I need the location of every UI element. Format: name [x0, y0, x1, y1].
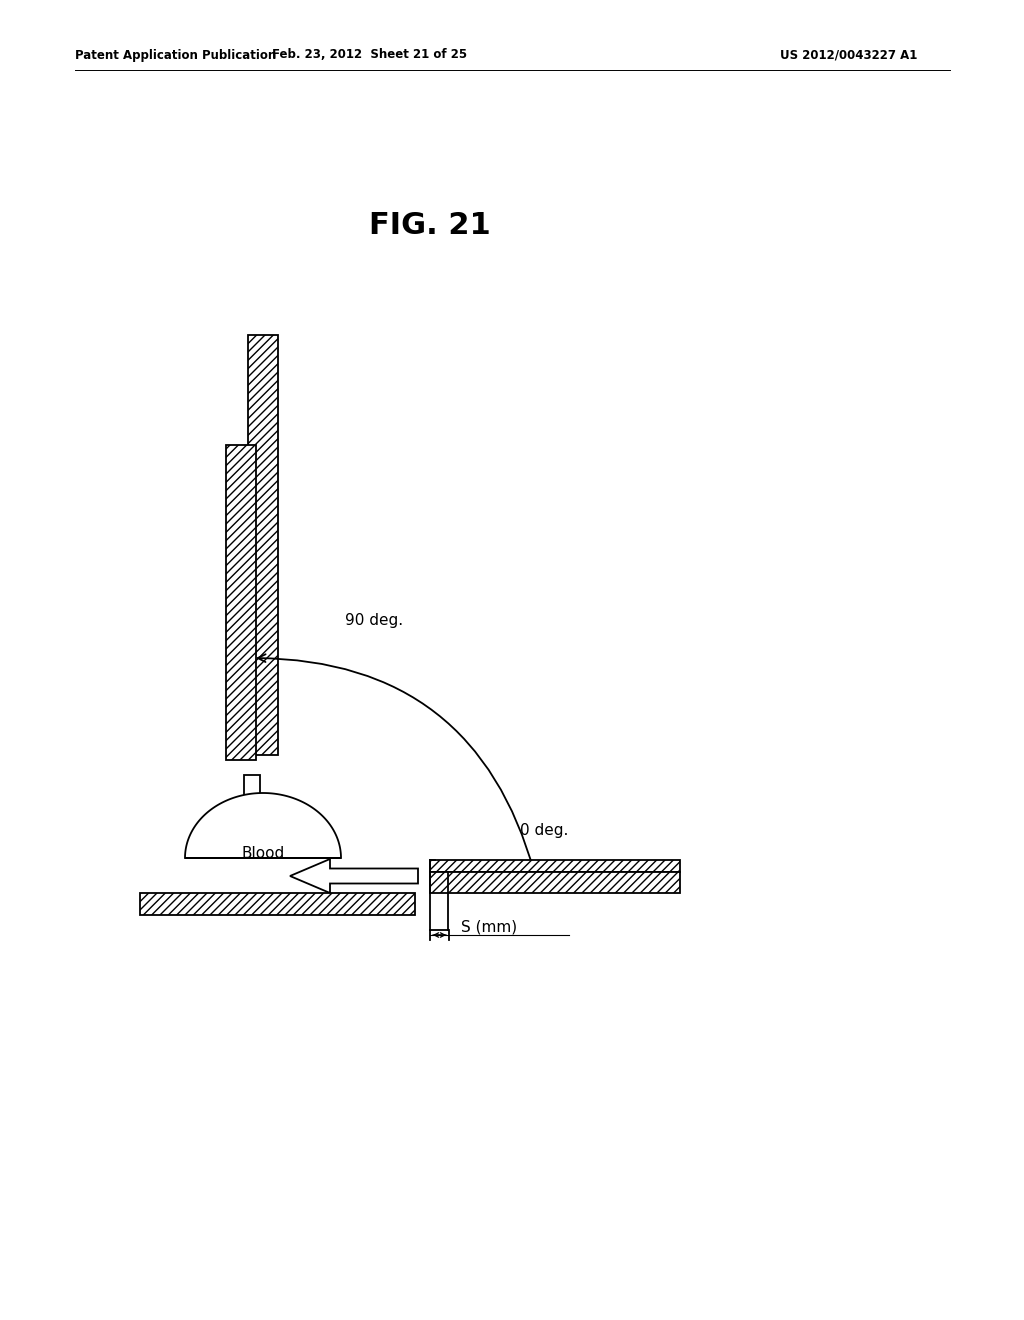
FancyArrowPatch shape [258, 655, 535, 873]
Bar [248, 335, 278, 755]
Bar [430, 861, 680, 873]
Bar [430, 873, 680, 894]
Text: S (mm): S (mm) [461, 920, 517, 935]
Polygon shape [290, 859, 418, 894]
Bar [140, 894, 415, 915]
Bar [226, 445, 256, 760]
Text: 0 deg.: 0 deg. [520, 822, 568, 837]
Text: 90 deg.: 90 deg. [345, 612, 403, 627]
Text: Blood: Blood [242, 846, 285, 861]
Polygon shape [234, 775, 270, 855]
Text: US 2012/0043227 A1: US 2012/0043227 A1 [780, 49, 918, 62]
Text: Patent Application Publication: Patent Application Publication [75, 49, 276, 62]
Polygon shape [185, 793, 341, 858]
Text: FIG. 21: FIG. 21 [369, 210, 490, 239]
Text: Feb. 23, 2012  Sheet 21 of 25: Feb. 23, 2012 Sheet 21 of 25 [272, 49, 468, 62]
